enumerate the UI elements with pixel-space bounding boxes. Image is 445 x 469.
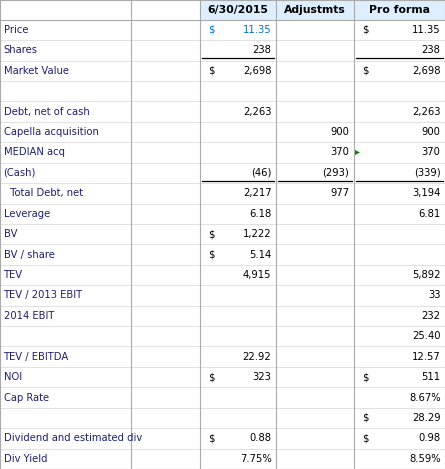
Text: 511: 511	[421, 372, 441, 382]
Text: 25.40: 25.40	[412, 331, 441, 341]
Text: 2014 EBIT: 2014 EBIT	[4, 311, 54, 321]
Text: 6.81: 6.81	[418, 209, 441, 219]
Text: Shares: Shares	[4, 45, 37, 55]
Text: 12.57: 12.57	[412, 352, 441, 362]
Text: Dividend and estimated div: Dividend and estimated div	[4, 433, 142, 443]
Text: (339): (339)	[414, 168, 441, 178]
Text: $: $	[362, 413, 368, 423]
Bar	[200, 0, 445, 20]
Text: 28.29: 28.29	[412, 413, 441, 423]
Text: NOI: NOI	[4, 372, 22, 382]
Text: 323: 323	[253, 372, 271, 382]
Text: $: $	[208, 372, 215, 382]
Text: Market Value: Market Value	[4, 66, 69, 76]
Text: 2,263: 2,263	[412, 106, 441, 117]
Text: TEV / 2013 EBIT: TEV / 2013 EBIT	[4, 290, 83, 301]
Text: 11.35: 11.35	[243, 25, 271, 35]
Text: (Cash): (Cash)	[4, 168, 36, 178]
Text: Total Debt, net: Total Debt, net	[4, 188, 83, 198]
Text: 2,698: 2,698	[412, 66, 441, 76]
Text: $: $	[362, 372, 368, 382]
Text: 900: 900	[422, 127, 441, 137]
Text: 1,222: 1,222	[243, 229, 271, 239]
Text: 5,892: 5,892	[412, 270, 441, 280]
Text: 11.35: 11.35	[412, 25, 441, 35]
Text: Capella acquisition: Capella acquisition	[4, 127, 98, 137]
Text: Div Yield: Div Yield	[4, 454, 47, 464]
Text: 2,263: 2,263	[243, 106, 271, 117]
Text: 2,217: 2,217	[243, 188, 271, 198]
Text: Leverage: Leverage	[4, 209, 50, 219]
Text: 6.18: 6.18	[249, 209, 271, 219]
Text: 8.59%: 8.59%	[409, 454, 441, 464]
Text: $: $	[362, 433, 368, 443]
Text: TEV: TEV	[4, 270, 23, 280]
Text: Price: Price	[4, 25, 28, 35]
Text: 22.92: 22.92	[243, 352, 271, 362]
Text: 238: 238	[422, 45, 441, 55]
Text: 238: 238	[253, 45, 271, 55]
Text: 370: 370	[422, 147, 441, 158]
Text: 33: 33	[428, 290, 441, 301]
Text: 4,915: 4,915	[243, 270, 271, 280]
Text: 5.14: 5.14	[249, 250, 271, 259]
Text: 0.98: 0.98	[418, 433, 441, 443]
Text: MEDIAN acq: MEDIAN acq	[4, 147, 65, 158]
Text: 6/30/2015: 6/30/2015	[208, 5, 268, 15]
Text: 0.88: 0.88	[250, 433, 271, 443]
Text: $: $	[362, 66, 368, 76]
Text: 370: 370	[331, 147, 349, 158]
Text: Adjustmts: Adjustmts	[284, 5, 346, 15]
Text: Debt, net of cash: Debt, net of cash	[4, 106, 89, 117]
Text: BV: BV	[4, 229, 17, 239]
Text: 3,194: 3,194	[412, 188, 441, 198]
Text: BV / share: BV / share	[4, 250, 54, 259]
Text: TEV / EBITDA: TEV / EBITDA	[4, 352, 69, 362]
Text: (46): (46)	[251, 168, 271, 178]
Text: $: $	[208, 66, 215, 76]
Text: $: $	[208, 229, 215, 239]
Text: 977: 977	[330, 188, 349, 198]
Text: 8.67%: 8.67%	[409, 393, 441, 402]
Text: $: $	[208, 250, 215, 259]
Text: Cap Rate: Cap Rate	[4, 393, 49, 402]
Text: (293): (293)	[323, 168, 349, 178]
Text: $: $	[362, 25, 368, 35]
Text: Pro forma: Pro forma	[369, 5, 430, 15]
Text: 2,698: 2,698	[243, 66, 271, 76]
Text: $: $	[208, 25, 215, 35]
Text: $: $	[208, 433, 215, 443]
Text: 900: 900	[331, 127, 349, 137]
Text: 232: 232	[421, 311, 441, 321]
Text: 7.75%: 7.75%	[240, 454, 271, 464]
